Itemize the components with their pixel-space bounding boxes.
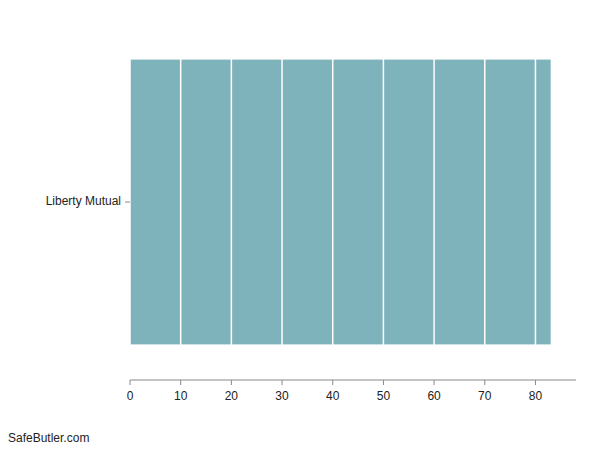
grid-line — [130, 24, 131, 380]
bar — [130, 60, 551, 345]
x-tick — [484, 380, 485, 385]
x-axis-line — [130, 380, 576, 381]
x-tick-label: 40 — [326, 389, 340, 403]
grid-line — [332, 24, 334, 380]
grid-line — [484, 24, 486, 380]
x-tick-label: 80 — [529, 389, 543, 403]
x-tick — [231, 380, 232, 385]
grid-line — [180, 24, 182, 380]
x-tick-label: 50 — [377, 389, 391, 403]
x-tick-label: 0 — [127, 389, 134, 403]
grid-line — [433, 24, 435, 380]
category-label: Liberty Mutual — [46, 194, 121, 208]
grid-line — [231, 24, 233, 380]
x-axis: 0 10 20 30 40 50 60 70 80 — [127, 380, 543, 403]
grid — [130, 24, 535, 380]
plot-area — [130, 24, 551, 380]
y-tick — [125, 202, 130, 203]
x-tick-label: 10 — [174, 389, 188, 403]
background — [0, 0, 600, 450]
x-tick — [332, 380, 333, 385]
grid-line — [281, 24, 283, 380]
x-tick — [282, 380, 283, 385]
x-tick-label: 70 — [478, 389, 492, 403]
x-tick — [130, 380, 131, 385]
x-tick-label: 20 — [225, 389, 239, 403]
x-tick — [434, 380, 435, 385]
x-tick — [180, 380, 181, 385]
watermark: SafeButler.com — [8, 431, 89, 445]
x-tick — [535, 380, 536, 385]
x-tick-label: 60 — [427, 389, 441, 403]
grid-line — [383, 24, 385, 380]
grid-line — [535, 24, 537, 380]
x-tick — [383, 380, 384, 385]
chart-svg: 0 10 20 30 40 50 60 70 80 Liberty Mutual SafeButle… — [0, 0, 600, 450]
chart-container: 0 10 20 30 40 50 60 70 80 Liberty Mutual SafeButle… — [0, 0, 600, 450]
x-tick-label: 30 — [275, 389, 289, 403]
y-axis: Liberty Mutual — [46, 194, 130, 208]
